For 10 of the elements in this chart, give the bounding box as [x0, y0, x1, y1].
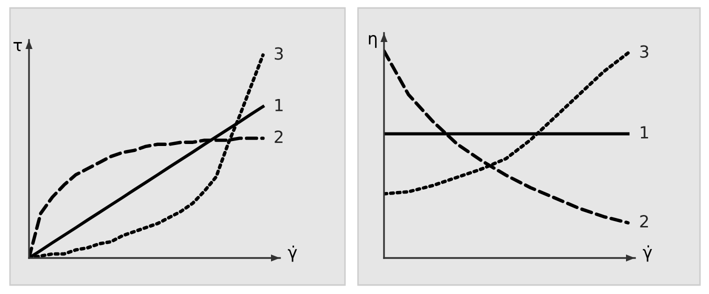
series-label: 1: [275, 99, 283, 112]
y-axis-title: τ: [14, 42, 22, 52]
series-label: 2: [274, 130, 282, 143]
x-axis-title: γ̇: [288, 246, 297, 262]
series-label: 1: [640, 126, 648, 138]
series-label: 3: [274, 47, 283, 60]
x-axis-title: γ̇: [642, 245, 652, 262]
series-label: 3: [640, 45, 648, 58]
y-axis-title: η: [368, 35, 377, 48]
series-label: 2: [640, 215, 648, 228]
